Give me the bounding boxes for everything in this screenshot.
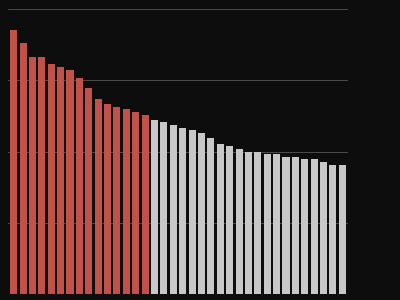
Bar: [151, 120, 158, 294]
Bar: [264, 154, 271, 294]
Bar: [57, 67, 64, 294]
Bar: [217, 144, 224, 294]
Bar: [10, 30, 17, 294]
Bar: [188, 130, 196, 294]
Bar: [104, 104, 111, 294]
Bar: [320, 162, 327, 294]
Bar: [301, 159, 308, 294]
Bar: [114, 106, 120, 294]
Bar: [311, 159, 318, 294]
Bar: [207, 138, 214, 294]
Bar: [20, 43, 26, 294]
Bar: [76, 78, 83, 294]
Bar: [339, 165, 346, 294]
Bar: [254, 152, 261, 294]
Bar: [38, 56, 45, 294]
Bar: [273, 154, 280, 294]
Bar: [48, 64, 55, 294]
Bar: [198, 133, 205, 294]
Bar: [292, 157, 299, 294]
Bar: [85, 88, 92, 294]
Bar: [160, 122, 168, 294]
Bar: [282, 157, 290, 294]
Bar: [132, 112, 139, 294]
Bar: [330, 165, 336, 294]
Bar: [179, 128, 186, 294]
Bar: [123, 109, 130, 294]
Bar: [142, 115, 149, 294]
Bar: [66, 70, 74, 294]
Bar: [226, 146, 233, 294]
Bar: [170, 125, 177, 294]
Bar: [95, 99, 102, 294]
Bar: [29, 56, 36, 294]
Bar: [236, 149, 242, 294]
Bar: [245, 152, 252, 294]
